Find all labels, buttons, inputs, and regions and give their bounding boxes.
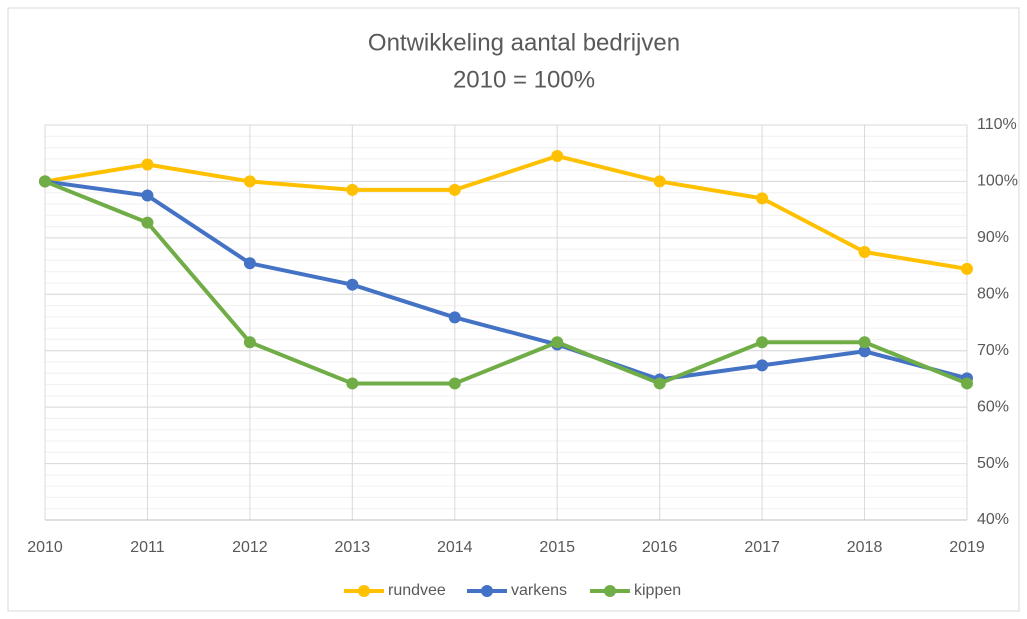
x-tick-label: 2018	[847, 539, 883, 556]
x-tick-label: 2014	[437, 539, 473, 556]
y-tick-label: 90%	[977, 229, 1009, 246]
legend-label: rundvee	[388, 582, 446, 599]
legend-marker	[481, 585, 493, 597]
legend-marker	[604, 585, 616, 597]
y-tick-label: 110%	[977, 116, 1017, 133]
point	[346, 377, 359, 390]
point	[346, 278, 359, 291]
point	[756, 336, 769, 349]
point	[141, 189, 154, 202]
x-tick-label: 2019	[949, 539, 985, 556]
x-tick-label: 2017	[744, 539, 780, 556]
point	[653, 377, 666, 390]
point	[39, 175, 51, 188]
y-tick-label: 40%	[977, 511, 1009, 528]
point	[756, 359, 769, 372]
legend-label: kippen	[634, 582, 681, 599]
point	[346, 183, 359, 196]
legend-label: varkens	[511, 582, 567, 599]
point	[961, 262, 973, 275]
point	[243, 336, 256, 349]
x-tick-label: 2015	[539, 539, 575, 556]
legend-marker	[358, 585, 370, 597]
point	[448, 377, 461, 390]
point	[551, 336, 564, 349]
point	[858, 336, 871, 349]
point	[141, 158, 154, 171]
point	[243, 257, 256, 270]
point	[243, 175, 256, 188]
x-tick-label: 2011	[130, 539, 165, 556]
point	[653, 175, 666, 188]
point	[141, 216, 154, 229]
chart-title: Ontwikkeling aantal bedrijven	[368, 29, 680, 56]
x-tick-label: 2010	[27, 539, 63, 556]
x-tick-label: 2016	[642, 539, 678, 556]
series-line	[44, 179, 968, 386]
y-tick-label: 60%	[977, 398, 1009, 415]
point	[448, 183, 461, 196]
point	[858, 245, 871, 258]
chart-frame	[7, 7, 1020, 612]
series-line	[44, 179, 968, 382]
y-tick-label: 50%	[977, 455, 1009, 472]
series-line	[44, 154, 968, 271]
point	[448, 311, 461, 324]
point	[756, 192, 769, 205]
point	[551, 150, 564, 163]
y-tick-label: 70%	[977, 342, 1009, 359]
point	[961, 377, 973, 390]
y-tick-label: 80%	[977, 286, 1009, 303]
chart-subtitle: 2010 = 100%	[453, 66, 595, 93]
x-tick-label: 2013	[335, 539, 371, 556]
point	[858, 345, 871, 358]
x-tick-label: 2012	[232, 539, 268, 556]
y-tick-label: 100%	[977, 173, 1018, 190]
